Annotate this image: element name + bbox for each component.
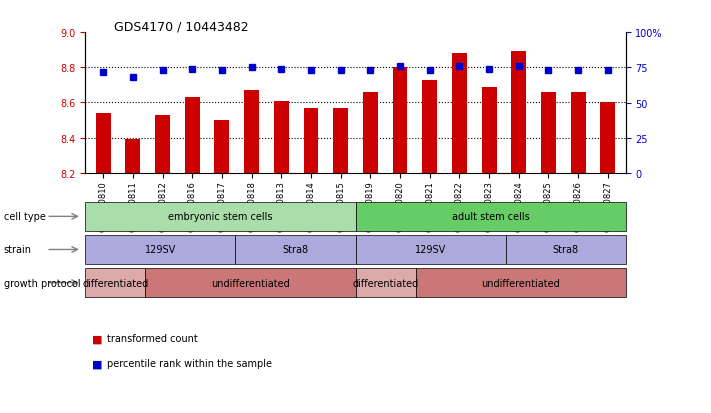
Bar [511,52,526,173]
Text: cell type: cell type [4,212,46,222]
Bar [96,114,110,173]
Text: Stra8: Stra8 [552,245,579,255]
Text: 129SV: 129SV [415,245,447,255]
Text: ■: ■ [92,358,103,368]
Text: Stra8: Stra8 [282,245,309,255]
Text: embryonic stem cells: embryonic stem cells [169,212,272,222]
Text: GDS4170 / 10443482: GDS4170 / 10443482 [114,21,248,33]
Bar [304,109,319,173]
Text: differentiated: differentiated [82,278,149,288]
Bar [571,93,586,173]
Bar [452,54,467,173]
Bar [333,109,348,173]
Bar [155,116,170,173]
Bar [541,93,556,173]
Bar [601,103,615,173]
Text: ■: ■ [92,334,103,344]
Text: transformed count: transformed count [107,334,198,344]
Text: 129SV: 129SV [145,245,176,255]
Bar [363,93,378,173]
Text: growth protocol: growth protocol [4,278,80,288]
Bar [481,88,496,173]
Bar [125,140,140,173]
Bar [422,81,437,173]
Text: strain: strain [4,245,31,255]
Text: adult stem cells: adult stem cells [451,212,530,222]
Bar [392,68,407,173]
Text: undifferentiated: undifferentiated [481,278,560,288]
Text: differentiated: differentiated [353,278,419,288]
Bar [274,102,289,173]
Bar [185,98,200,173]
Bar [215,121,230,173]
Text: undifferentiated: undifferentiated [211,278,290,288]
Bar [244,91,259,173]
Text: percentile rank within the sample: percentile rank within the sample [107,358,272,368]
